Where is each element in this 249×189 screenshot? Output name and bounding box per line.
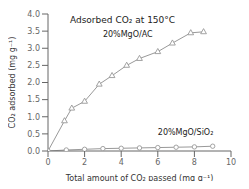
svg-text:0.0: 0.0	[27, 147, 40, 156]
svg-text:0: 0	[45, 158, 50, 167]
html-text:20%MgO/SiO₂: 20%MgO/SiO₂	[157, 128, 214, 138]
svg-text:1.0: 1.0	[27, 113, 40, 122]
svg-text:0.5: 0.5	[27, 130, 40, 139]
svg-text:3.0: 3.0	[27, 44, 40, 53]
svg-text:2.5: 2.5	[27, 61, 40, 70]
svg-text:10: 10	[226, 158, 236, 167]
svg-text:6: 6	[155, 158, 160, 167]
svg-text:4: 4	[119, 158, 124, 167]
svg-text:1.5: 1.5	[27, 95, 40, 104]
svg-text:Total amount of CO₂ passed (mg: Total amount of CO₂ passed (mg g⁻¹)	[65, 174, 214, 181]
html-text:Adsorbed CO₂ at 150°C: Adsorbed CO₂ at 150°C	[70, 15, 176, 25]
svg-text:4.0: 4.0	[27, 10, 40, 19]
svg-text:CO₂ adsorbed (mg g⁻¹): CO₂ adsorbed (mg g⁻¹)	[8, 37, 17, 129]
svg-text:2.0: 2.0	[27, 78, 40, 87]
svg-text:2: 2	[82, 158, 87, 167]
svg-text:8: 8	[192, 158, 197, 167]
html-text:20%MgO/AC: 20%MgO/AC	[102, 29, 153, 39]
svg-text:3.5: 3.5	[27, 27, 40, 36]
